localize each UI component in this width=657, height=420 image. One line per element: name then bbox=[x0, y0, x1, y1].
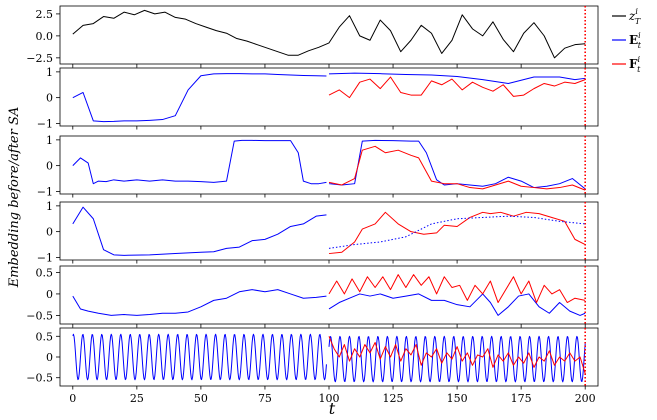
series-line-p4-s3 bbox=[328, 215, 586, 249]
y-tick-label: −1 bbox=[37, 251, 53, 264]
panel-frame bbox=[59, 201, 599, 261]
y-tick-label: 0 bbox=[46, 288, 53, 301]
x-tick-label: 175 bbox=[511, 392, 532, 405]
y-tick-label: −1 bbox=[37, 117, 53, 130]
legend: zi T Ei t Fi t bbox=[612, 7, 642, 74]
series-line-p4-s2 bbox=[328, 211, 586, 255]
y-tick-label: 0.0 bbox=[36, 30, 54, 43]
panel-frame bbox=[59, 67, 599, 127]
y-tick-label: 0 bbox=[46, 226, 53, 239]
series-line-p5-s1 bbox=[72, 289, 327, 316]
series-line-p2-s3 bbox=[328, 76, 586, 99]
x-tick-label: 0 bbox=[69, 392, 76, 405]
panels-group: 2.50.0−2.510−110−110−10.50−0.50.50−0.5 bbox=[26, 5, 599, 390]
panel-series-group bbox=[72, 333, 586, 383]
series-line-p3-s3 bbox=[328, 145, 586, 191]
y-tick-label: 1 bbox=[46, 66, 53, 79]
series-line-p6-s2 bbox=[328, 335, 586, 383]
y-tick-label: 0 bbox=[46, 160, 53, 173]
y-tick-label: −0.5 bbox=[26, 372, 53, 385]
x-tick-label: 150 bbox=[447, 392, 468, 405]
series-line-p6-s1 bbox=[72, 333, 327, 381]
y-axis-title: Embedding before/after SA bbox=[7, 107, 22, 289]
panel-4: 1 0 −1 bbox=[37, 200, 599, 264]
panel-frame bbox=[59, 135, 599, 195]
series-line-p6-s3 bbox=[328, 336, 586, 374]
y-tick-label: −0.5 bbox=[26, 309, 53, 322]
series-line-p5-s2 bbox=[328, 293, 586, 316]
series-line-p2-s1 bbox=[72, 73, 327, 123]
panel-6: 0.5 0 −0.5 bbox=[26, 327, 599, 390]
panel-2: 1 0 −1 bbox=[37, 66, 599, 130]
y-tick-label: 2.5 bbox=[36, 8, 54, 21]
panel-series-group bbox=[72, 206, 586, 256]
x-axis: 0 25 50 75 100 125 150 175 200 bbox=[69, 392, 595, 405]
y-tick-label: −2.5 bbox=[26, 52, 53, 65]
panel-1: 2.5 0.0 −2.5 bbox=[26, 5, 599, 68]
y-tick-label: 0.5 bbox=[36, 266, 54, 279]
panel-3: 1 0 −1 bbox=[37, 134, 599, 198]
series-line-p3-s2 bbox=[328, 139, 586, 190]
x-tick-label: 50 bbox=[194, 392, 208, 405]
series-line-p4-s1 bbox=[72, 206, 327, 256]
panel-series-group bbox=[72, 9, 586, 59]
x-tick-label: 25 bbox=[130, 392, 144, 405]
panel-series-group bbox=[72, 139, 586, 191]
x-tick-label: 100 bbox=[319, 392, 340, 405]
y-tick-label: −1 bbox=[37, 185, 53, 198]
x-tick-label: 75 bbox=[258, 392, 272, 405]
x-tick-label: 125 bbox=[383, 392, 404, 405]
legend-label-2: Ei t bbox=[629, 31, 642, 50]
x-tick-label: 200 bbox=[575, 392, 596, 405]
y-tick-label: 0 bbox=[46, 92, 53, 105]
series-line-p2-s2 bbox=[328, 72, 586, 84]
y-tick-label: 0 bbox=[46, 351, 53, 364]
x-axis-title: t bbox=[329, 399, 336, 418]
y-tick-label: 0.5 bbox=[36, 330, 54, 343]
series-line-p3-s1 bbox=[72, 139, 327, 185]
legend-label-3: Fi t bbox=[629, 55, 641, 74]
y-tick-label: 1 bbox=[46, 200, 53, 213]
panel-frame bbox=[59, 5, 599, 65]
panel-5: 0.5 0 −0.5 bbox=[26, 265, 599, 328]
panel-series-group bbox=[72, 72, 586, 123]
panel-series-group bbox=[72, 274, 586, 316]
series-line-p5-s3 bbox=[328, 274, 586, 304]
legend-label-1: zi T bbox=[628, 7, 641, 26]
y-tick-label: 1 bbox=[46, 134, 53, 147]
series-line-p1-s1 bbox=[72, 9, 586, 59]
